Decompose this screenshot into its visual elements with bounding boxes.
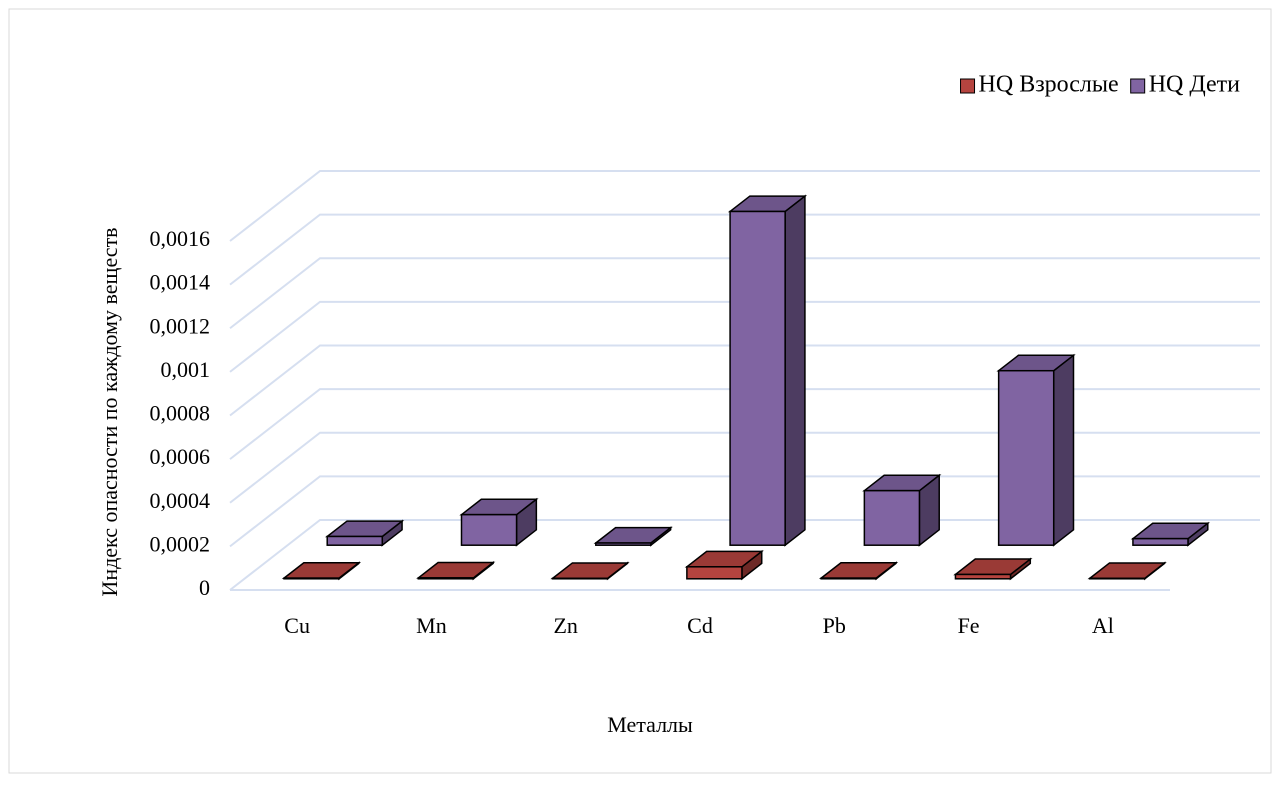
y-tick-label: 0,0014 [150,270,211,295]
bar-side [785,196,805,545]
x-tick-label: Al [1092,613,1114,638]
y-tick-label: 0,0016 [150,226,211,251]
bar [821,578,876,579]
bar [284,578,339,579]
bar [462,515,517,546]
x-tick-label: Cu [284,613,310,638]
bar [864,491,919,546]
x-axis-title: Металлы [607,712,693,737]
x-tick-label: Pb [823,613,846,638]
legend-label: HQ Взрослые [979,72,1119,98]
y-axis-title: Индекс опасности по каждому веществ [97,227,122,596]
bar [999,371,1054,546]
x-tick-label: Cd [687,613,713,638]
x-tick-label: Mn [416,613,447,638]
y-tick-label: 0,0004 [150,488,211,513]
bar [955,574,1010,578]
y-tick-label: 0,0006 [150,444,211,469]
y-tick-label: 0,0008 [150,401,211,426]
bar [730,211,785,545]
chart-border [9,9,1271,773]
y-tick-label: 0,0002 [150,531,211,556]
bar-side [1054,355,1074,545]
legend-swatch [961,79,975,93]
bar [687,567,742,579]
y-tick-label: 0,001 [161,357,211,382]
bar [1133,539,1188,546]
bar [327,536,382,545]
legend-label: HQ Дети [1149,72,1240,98]
y-tick-label: 0,0012 [150,313,211,338]
bar [418,578,473,579]
y-tick-label: 0 [199,575,210,600]
bar [596,543,651,545]
legend-swatch [1131,79,1145,93]
x-tick-label: Fe [958,613,980,638]
x-tick-label: Zn [553,613,577,638]
